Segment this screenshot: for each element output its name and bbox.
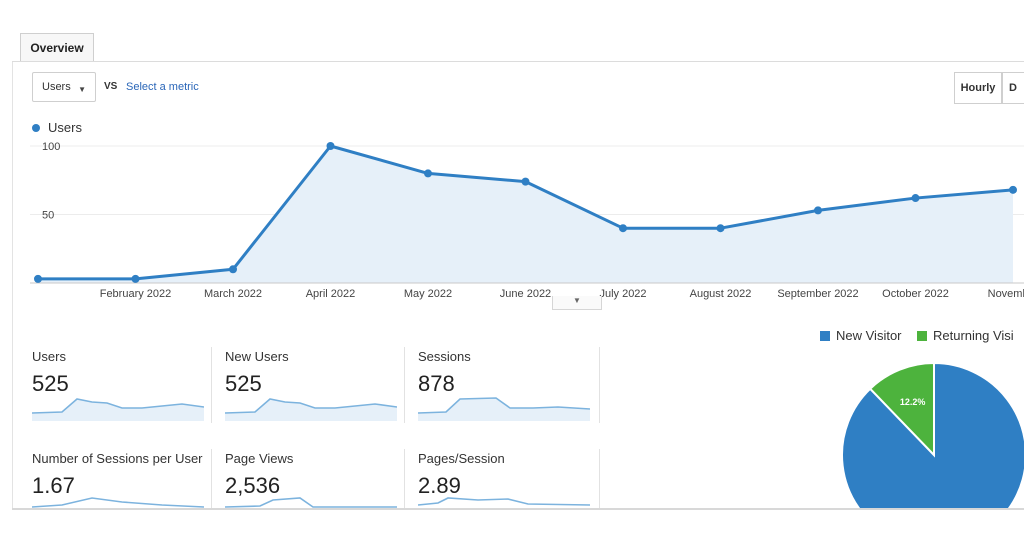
overview-panel bbox=[12, 62, 1024, 508]
bottom-divider bbox=[12, 508, 1024, 510]
stat-value: 2,536 bbox=[225, 473, 281, 498]
stat-label: Users bbox=[32, 349, 66, 364]
pie-legend-label: Returning Visi bbox=[933, 328, 1014, 343]
chart-resize-handle[interactable]: ▼ bbox=[552, 296, 602, 310]
stat-users: Users 525 bbox=[32, 349, 222, 439]
users-legend-dot-icon bbox=[32, 124, 40, 132]
stat-sparkline bbox=[32, 497, 204, 508]
users-data-point[interactable] bbox=[229, 265, 237, 274]
users-data-point[interactable] bbox=[521, 177, 530, 186]
stat-sparkline bbox=[32, 398, 204, 421]
y-tick-label: 100 bbox=[42, 141, 60, 153]
stat-label: New Users bbox=[225, 349, 289, 364]
tab-overview[interactable]: Overview bbox=[20, 33, 94, 61]
stat-value: 878 bbox=[418, 371, 455, 396]
stat-value: 525 bbox=[32, 371, 69, 396]
stat-new-users: New Users 525 bbox=[225, 349, 415, 439]
pie-legend-new-visitor: New Visitor bbox=[820, 328, 902, 343]
users-data-point[interactable] bbox=[619, 224, 627, 233]
x-tick-label: March 2022 bbox=[204, 288, 262, 300]
y-tick-label: 50 bbox=[42, 210, 54, 222]
stat-page-views: Page Views 2,536 bbox=[225, 451, 415, 541]
users-data-point[interactable] bbox=[424, 169, 432, 178]
page-bottom-margin bbox=[0, 509, 1024, 542]
stat-sessions: Sessions 878 bbox=[418, 349, 608, 439]
x-tick-label: July 2022 bbox=[599, 288, 646, 300]
stat-label: Pages/Session bbox=[418, 451, 505, 466]
stat-value: 525 bbox=[225, 371, 262, 396]
tab-divider bbox=[12, 61, 1024, 62]
pie-legend-returning-visitor: Returning Visi bbox=[917, 328, 1014, 343]
stat-sessions-per-user: Number of Sessions per User 1.67 bbox=[32, 451, 222, 541]
stat-divider bbox=[599, 449, 600, 508]
x-tick-label: November bbox=[988, 288, 1024, 300]
stat-sparkline bbox=[418, 497, 590, 506]
stat-label: Number of Sessions per User bbox=[32, 451, 203, 466]
x-tick-label: April 2022 bbox=[306, 288, 356, 300]
caret-down-icon: ▼ bbox=[78, 85, 86, 94]
vs-label: VS bbox=[104, 81, 118, 92]
users-data-point[interactable] bbox=[131, 274, 140, 283]
daily-button[interactable]: D bbox=[1002, 72, 1024, 104]
stat-sparkline bbox=[225, 497, 397, 508]
new-visitor-swatch-icon bbox=[820, 330, 830, 341]
stat-divider bbox=[599, 347, 600, 423]
stat-label: Sessions bbox=[418, 349, 471, 364]
users-data-point[interactable] bbox=[911, 194, 920, 203]
stat-label: Page Views bbox=[225, 451, 294, 466]
x-tick-label: June 2022 bbox=[500, 288, 551, 300]
x-tick-label: August 2022 bbox=[690, 288, 752, 300]
pie-legend-label: New Visitor bbox=[836, 328, 902, 343]
users-legend-label: Users bbox=[48, 120, 82, 135]
users-data-point[interactable] bbox=[716, 224, 725, 233]
stat-divider bbox=[404, 347, 405, 423]
x-tick-label: October 2022 bbox=[882, 288, 949, 300]
x-tick-label: May 2022 bbox=[404, 288, 452, 300]
returning-visitor-swatch-icon bbox=[917, 330, 927, 341]
x-tick-label: February 2022 bbox=[100, 288, 172, 300]
stat-value: 1.67 bbox=[32, 473, 75, 498]
stat-sparkline bbox=[225, 398, 397, 421]
stat-sparkline bbox=[418, 397, 590, 421]
pie-slice[interactable] bbox=[868, 361, 935, 458]
users-area bbox=[38, 146, 1013, 283]
metric-dropdown-label: Users bbox=[42, 81, 71, 93]
stat-pages-per-session: Pages/Session 2.89 bbox=[418, 451, 608, 541]
x-tick-label: September 2022 bbox=[777, 288, 858, 300]
select-metric-link[interactable]: Select a metric bbox=[126, 81, 199, 93]
stat-divider bbox=[211, 449, 212, 508]
pie-slice-label: 12.2% bbox=[900, 397, 926, 407]
stat-value: 2.89 bbox=[418, 473, 461, 498]
users-data-point[interactable] bbox=[34, 274, 42, 283]
users-data-point[interactable] bbox=[1009, 185, 1017, 194]
stat-divider bbox=[211, 347, 212, 423]
stat-divider bbox=[404, 449, 405, 508]
metric-dropdown[interactable]: Users ▼ bbox=[32, 72, 96, 102]
users-data-point[interactable] bbox=[326, 142, 335, 150]
hourly-button[interactable]: Hourly bbox=[954, 72, 1002, 104]
users-data-point[interactable] bbox=[814, 206, 822, 215]
